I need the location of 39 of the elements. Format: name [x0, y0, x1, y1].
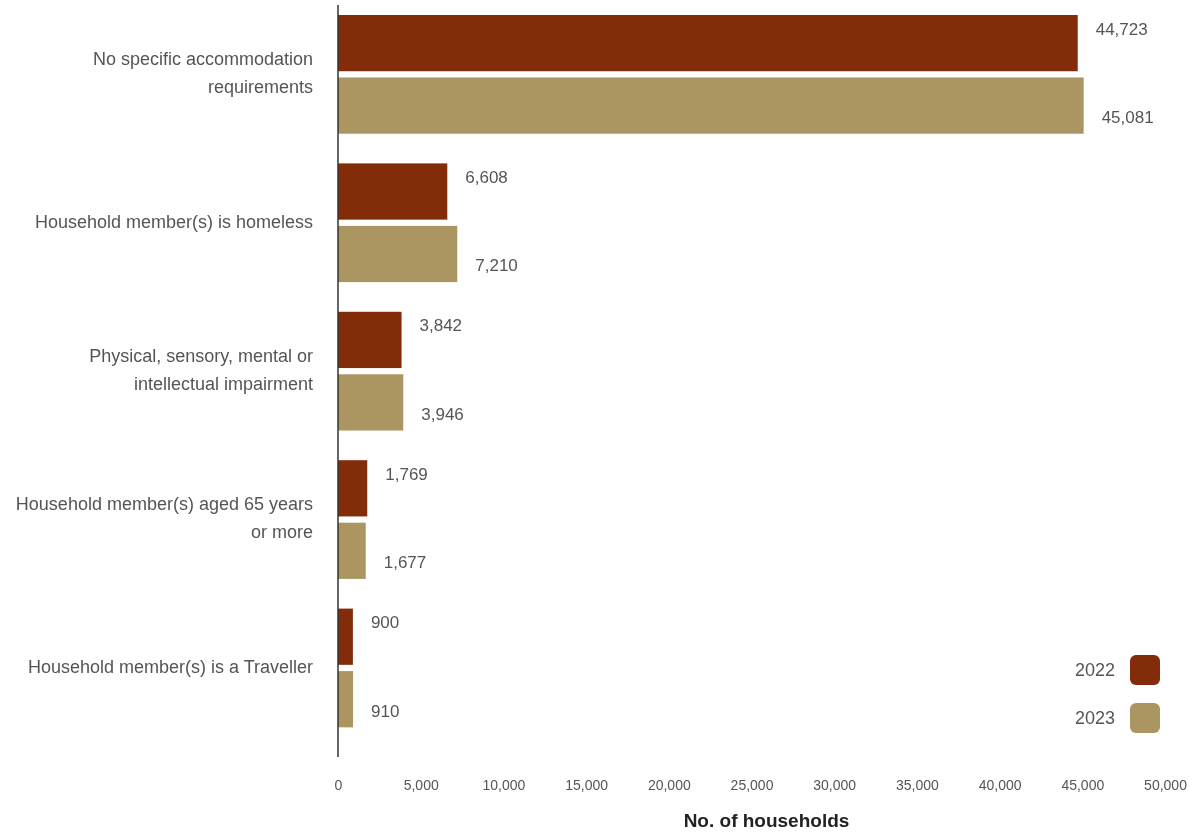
- bar: [338, 522, 366, 579]
- y-tick-label: Household member(s) aged 65 years or more: [15, 494, 313, 543]
- data-label: 910: [371, 701, 400, 721]
- x-tick-label: 50,000: [1144, 776, 1188, 793]
- data-label: 3,842: [419, 316, 463, 336]
- x-tick-label: 35,000: [895, 776, 940, 793]
- data-label: 1,769: [385, 464, 428, 484]
- data-label: 45,081: [1101, 108, 1154, 128]
- data-label: 7,210: [475, 256, 518, 276]
- x-tick-label: 25,000: [730, 776, 774, 793]
- x-tick-label: 15,000: [565, 776, 609, 793]
- legend-label: 2022: [1074, 659, 1115, 680]
- bar: [338, 608, 353, 665]
- bar: [338, 374, 404, 431]
- x-tick-label: 5,000: [403, 776, 439, 793]
- y-tick-label: Household member(s) is homeless: [34, 211, 313, 232]
- bar: [338, 671, 354, 728]
- data-label: 6,608: [465, 168, 508, 187]
- y-tick-label: No specific accommodation requirements: [92, 49, 313, 98]
- x-tick-label: 0: [334, 776, 343, 793]
- x-axis-title: No. of households: [683, 810, 850, 831]
- x-tick-label: 20,000: [647, 776, 691, 793]
- x-tick-label: 45,000: [1061, 776, 1105, 793]
- x-tick-label: 30,000: [813, 776, 857, 793]
- y-tick-label: Physical, sensory, mental or intellectual impairment: [89, 345, 313, 394]
- data-label: 1,677: [383, 553, 427, 573]
- x-tick-label: 40,000: [978, 776, 1022, 793]
- bar: [338, 460, 368, 517]
- bar: [338, 163, 448, 220]
- x-tick-label: 10,000: [482, 776, 526, 793]
- y-tick-label: Household member(s) is a Traveller: [27, 656, 313, 677]
- data-label: 900: [370, 613, 400, 633]
- legend-label: 2023: [1074, 707, 1115, 728]
- bar: [338, 311, 402, 369]
- data-label: 3,946: [421, 404, 464, 424]
- bar: [338, 225, 458, 283]
- bar: [338, 15, 1078, 72]
- data-label: 44,723: [1095, 19, 1148, 39]
- bar: [338, 77, 1084, 134]
